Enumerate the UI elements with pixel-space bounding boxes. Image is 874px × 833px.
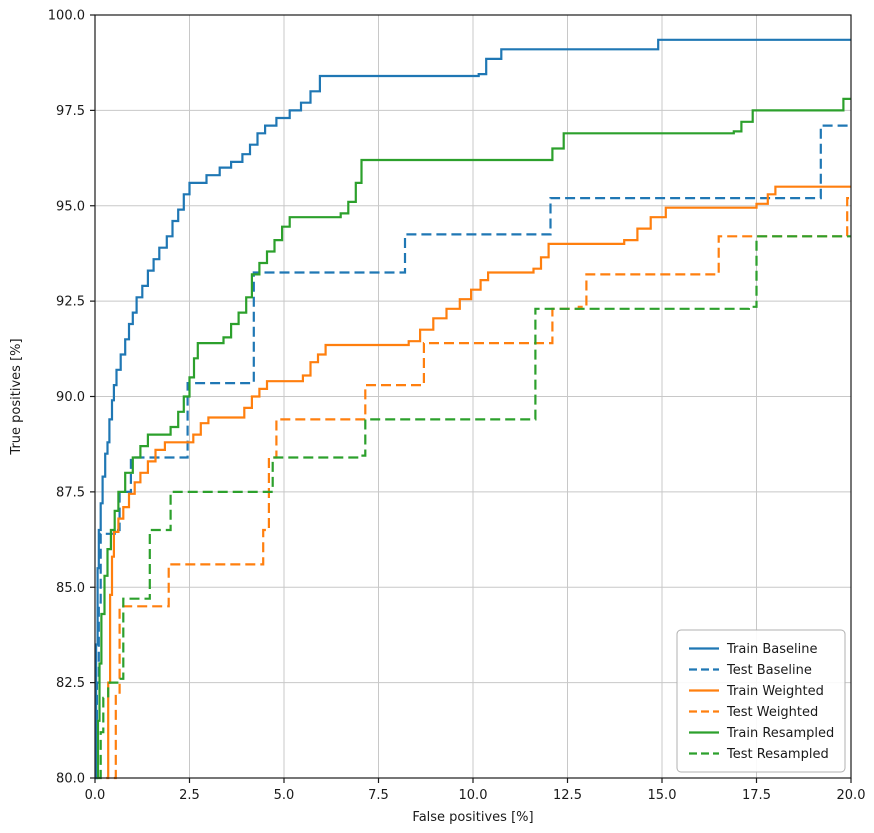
roc-line-test-baseline [95, 124, 851, 780]
legend-item-test-weighted: Test Weighted [689, 705, 818, 720]
x-tick-label: 20.0 [837, 788, 866, 803]
y-tick-label: 85.0 [56, 581, 85, 596]
legend-item-test-resampled: Test Resampled [689, 747, 829, 762]
legend: Train Baseline Test Baseline Train Weighte… [676, 629, 846, 773]
legend-label: Test Baseline [726, 663, 812, 678]
y-tick-label: 90.0 [56, 390, 85, 405]
legend-box [676, 629, 846, 773]
legend-label: Train Weighted [726, 684, 824, 699]
x-tick-label: 7.5 [368, 788, 389, 803]
y-tick-label: 92.5 [56, 295, 85, 310]
y-tick-label: 80.0 [56, 772, 85, 787]
roc-line-test-weighted [113, 197, 851, 780]
x-tick-label: 2.5 [179, 788, 200, 803]
y-tick-label: 95.0 [56, 199, 85, 214]
y-tick-label: 97.5 [56, 104, 85, 119]
legend-label: Train Baseline [726, 642, 817, 657]
legend-item-train-resampled: Train Resampled [689, 726, 834, 741]
legend-item-train-baseline: Train Baseline [689, 642, 817, 657]
y-axis-label: True positives [%] [9, 338, 24, 455]
y-tick-label: 82.5 [56, 676, 85, 691]
y-tick-label: 100.0 [48, 9, 85, 24]
x-tick-label: 12.5 [553, 788, 582, 803]
legend-label: Train Resampled [726, 726, 834, 741]
x-tick-label: 5.0 [274, 788, 295, 803]
x-tick-label: 17.5 [742, 788, 771, 803]
x-tick-label: 15.0 [648, 788, 677, 803]
legend-label: Test Resampled [726, 747, 829, 762]
legend-label: Test Weighted [726, 705, 818, 720]
legend-item-test-baseline: Test Baseline [689, 663, 812, 678]
legend-item-train-weighted: Train Weighted [689, 684, 824, 699]
x-tick-label: 0.0 [85, 788, 106, 803]
roc-line-train-weighted [106, 185, 851, 780]
y-tick-label: 87.5 [56, 485, 85, 500]
roc-line-train-resampled [96, 97, 851, 780]
x-tick-label: 10.0 [459, 788, 488, 803]
roc-line-train-baseline [95, 38, 851, 780]
x-axis-label: False positives [%] [412, 810, 533, 825]
roc-line-test-resampled [98, 235, 851, 780]
